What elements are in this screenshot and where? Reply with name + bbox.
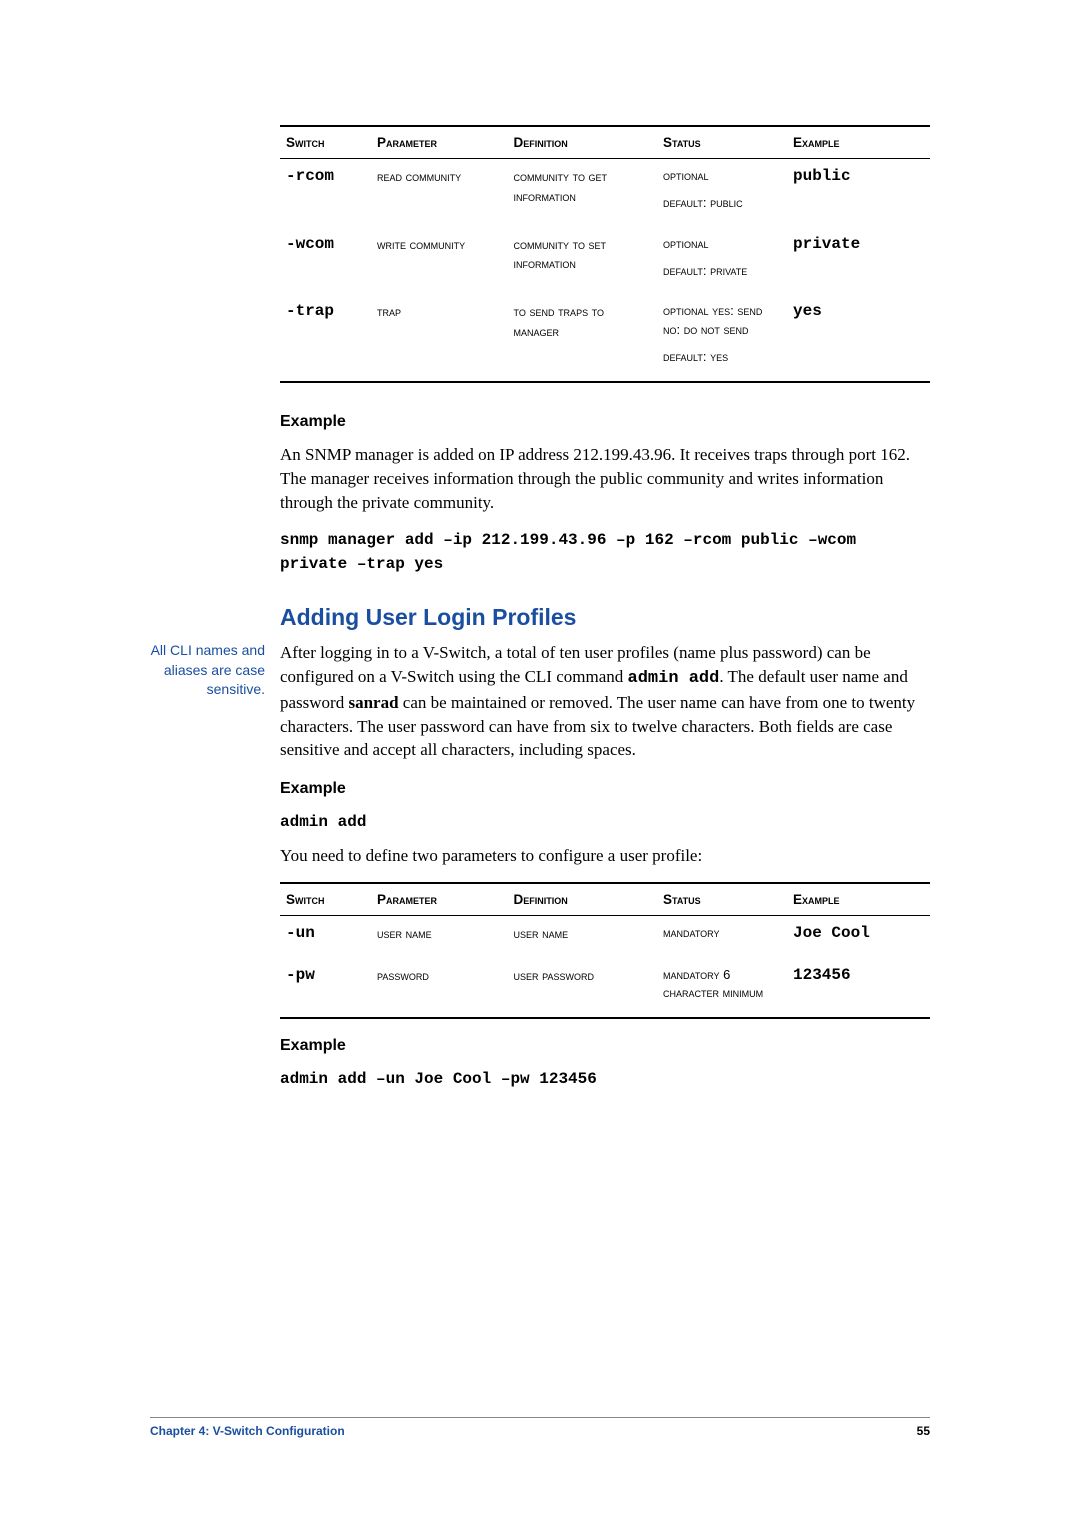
top-content: Switch Parameter Definition Status Examp… bbox=[150, 125, 930, 641]
margin-col-top bbox=[150, 125, 265, 641]
example3-code: admin add –un Joe Cool –pw 123456 bbox=[280, 1067, 930, 1091]
snmp-params-table: Switch Parameter Definition Status Examp… bbox=[280, 125, 930, 383]
footer-page-number: 55 bbox=[917, 1424, 930, 1438]
status-line: default: public bbox=[663, 194, 781, 213]
cell-switch: -wcom bbox=[280, 227, 371, 295]
section-content: All CLI names and aliases are case sensi… bbox=[150, 641, 930, 1101]
margin-note: All CLI names and aliases are case sensi… bbox=[150, 641, 265, 700]
user-params-table: Switch Parameter Definition Status Examp… bbox=[280, 882, 930, 1019]
example1-text: An SNMP manager is added on IP address 2… bbox=[280, 443, 930, 514]
cell-switch: -pw bbox=[280, 958, 371, 1019]
table-row: -wcom write community community to set i… bbox=[280, 227, 930, 295]
cell-parameter: trap bbox=[371, 294, 508, 382]
cell-definition: user name bbox=[508, 916, 658, 958]
th-parameter: Parameter bbox=[371, 883, 508, 916]
th-switch: Switch bbox=[280, 883, 371, 916]
page-content: Switch Parameter Definition Status Examp… bbox=[0, 0, 1080, 1101]
status-line: default: yes bbox=[663, 348, 781, 367]
body-bold: sanrad bbox=[348, 693, 398, 712]
cell-status: mandatory 6 character minimum bbox=[657, 958, 787, 1019]
cell-switch: -un bbox=[280, 916, 371, 958]
cell-example: private bbox=[787, 227, 930, 295]
cell-status: mandatory bbox=[657, 916, 787, 958]
example2-code: admin add bbox=[280, 810, 930, 834]
cell-example: yes bbox=[787, 294, 930, 382]
status-line: optional yes: send no: do not send bbox=[663, 302, 781, 340]
status-line: mandatory bbox=[663, 924, 781, 943]
cell-switch: -rcom bbox=[280, 159, 371, 227]
example-heading: Example bbox=[280, 413, 930, 431]
cell-parameter: password bbox=[371, 958, 508, 1019]
table-row: -pw password user password mandatory 6 c… bbox=[280, 958, 930, 1019]
status-line: optional bbox=[663, 167, 781, 186]
cell-example: public bbox=[787, 159, 930, 227]
main-col-section: After logging in to a V-Switch, a total … bbox=[280, 641, 930, 1101]
status-line: mandatory 6 character minimum bbox=[663, 966, 781, 1004]
th-example: Example bbox=[787, 126, 930, 159]
cell-status: optional default: private bbox=[657, 227, 787, 295]
th-definition: Definition bbox=[508, 883, 658, 916]
cell-switch: -trap bbox=[280, 294, 371, 382]
cell-parameter: read community bbox=[371, 159, 508, 227]
th-example: Example bbox=[787, 883, 930, 916]
margin-col-section: All CLI names and aliases are case sensi… bbox=[150, 641, 265, 1101]
footer-chapter: Chapter 4: V-Switch Configuration bbox=[150, 1424, 345, 1438]
th-status: Status bbox=[657, 883, 787, 916]
th-parameter: Parameter bbox=[371, 126, 508, 159]
cell-example: Joe Cool bbox=[787, 916, 930, 958]
section-title: Adding User Login Profiles bbox=[280, 604, 930, 631]
cell-parameter: user name bbox=[371, 916, 508, 958]
cell-definition: user password bbox=[508, 958, 658, 1019]
cell-definition: community to get information bbox=[508, 159, 658, 227]
table-row: -trap trap to send traps to manager opti… bbox=[280, 294, 930, 382]
table-row: -un user name user name mandatory Joe Co… bbox=[280, 916, 930, 958]
cell-example: 123456 bbox=[787, 958, 930, 1019]
cell-status: optional default: public bbox=[657, 159, 787, 227]
table-header-row: Switch Parameter Definition Status Examp… bbox=[280, 126, 930, 159]
th-definition: Definition bbox=[508, 126, 658, 159]
cell-definition: community to set information bbox=[508, 227, 658, 295]
status-line: optional bbox=[663, 235, 781, 254]
page-footer: Chapter 4: V-Switch Configuration 55 bbox=[150, 1417, 930, 1438]
section-body-text: After logging in to a V-Switch, a total … bbox=[280, 641, 930, 762]
body-code: admin add bbox=[628, 669, 720, 688]
example-heading: Example bbox=[280, 780, 930, 798]
table-header-row: Switch Parameter Definition Status Examp… bbox=[280, 883, 930, 916]
status-line: default: private bbox=[663, 262, 781, 281]
example-heading: Example bbox=[280, 1037, 930, 1055]
example2-text: You need to define two parameters to con… bbox=[280, 844, 930, 868]
table-row: -rcom read community community to get in… bbox=[280, 159, 930, 227]
main-col-top: Switch Parameter Definition Status Examp… bbox=[280, 125, 930, 641]
th-switch: Switch bbox=[280, 126, 371, 159]
cell-definition: to send traps to manager bbox=[508, 294, 658, 382]
th-status: Status bbox=[657, 126, 787, 159]
cell-status: optional yes: send no: do not send defau… bbox=[657, 294, 787, 382]
cell-parameter: write community bbox=[371, 227, 508, 295]
example1-code: snmp manager add –ip 212.199.43.96 –p 16… bbox=[280, 528, 930, 576]
